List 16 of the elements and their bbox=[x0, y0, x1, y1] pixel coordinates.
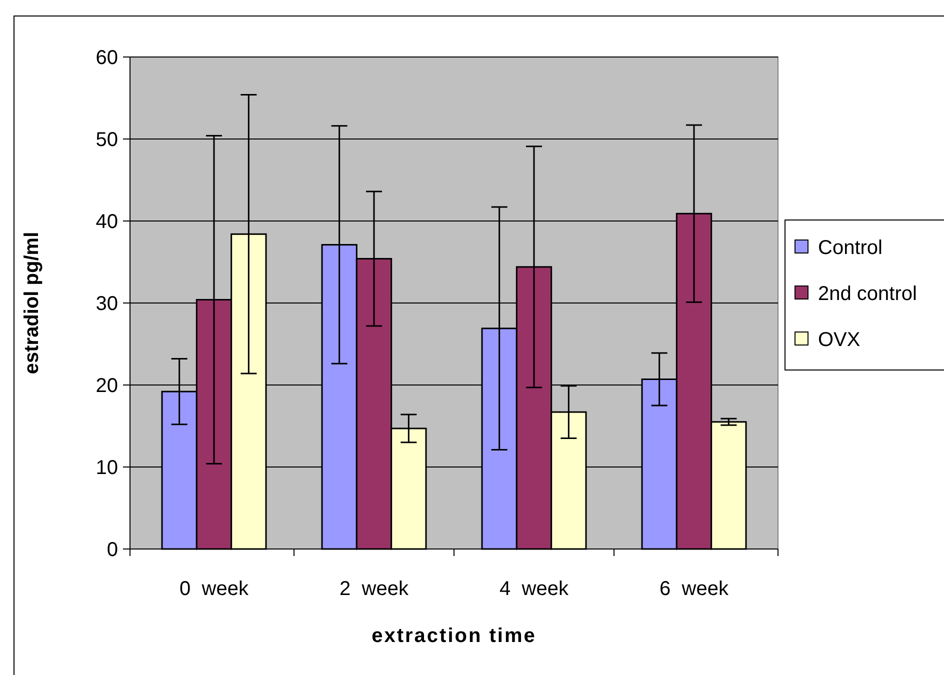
y-tick-label: 20 bbox=[96, 375, 118, 397]
y-axis-title: estradiol pg/ml bbox=[21, 232, 43, 374]
legend-label: Control bbox=[818, 237, 882, 259]
y-tick-label: 60 bbox=[96, 47, 118, 69]
y-tick-label: 0 bbox=[106, 539, 118, 561]
y-tick-label: 30 bbox=[96, 293, 118, 315]
legend-label: 2nd control bbox=[818, 283, 917, 305]
x-tick-label: 6 week bbox=[660, 578, 730, 600]
x-tick-label: 0 week bbox=[180, 578, 250, 600]
x-tick-label: 4 week bbox=[500, 578, 570, 600]
legend-label: OVX bbox=[818, 329, 860, 351]
y-tick-label: 10 bbox=[96, 457, 118, 479]
x-tick-label: 2 week bbox=[340, 578, 410, 600]
y-tick-label: 50 bbox=[96, 129, 118, 151]
y-tick-label: 40 bbox=[96, 211, 118, 233]
x-axis-title: extraction time bbox=[372, 625, 536, 647]
